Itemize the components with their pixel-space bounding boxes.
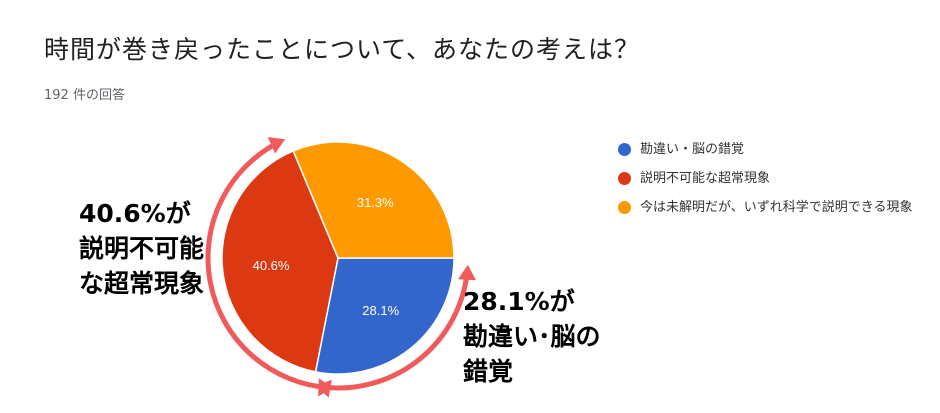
arrow-head-right-top — [458, 264, 477, 281]
legend-label: 説明不可能な超常現象 — [640, 171, 771, 186]
pie-slice-misperception — [314, 257, 455, 375]
legend-swatch-red — [618, 172, 631, 185]
callout-misperception: 28.1%が 勘違い･脳の 錯覚 — [463, 284, 623, 389]
arrow-head-right-bottom — [315, 379, 332, 398]
legend-item-misperception: 勘違い・脳の錯覚 — [618, 140, 918, 160]
response-count: 192 件の回答 — [44, 88, 125, 103]
arrow-head-left-top — [267, 137, 286, 154]
callout-line: 説明不可能 — [79, 234, 205, 263]
pie-slice-supernatural — [221, 149, 339, 373]
slice-label-misperception: 28.1% — [362, 303, 399, 318]
legend-item-supernatural: 説明不可能な超常現象 — [618, 169, 918, 189]
arrow-arc-left — [205, 138, 330, 391]
chart-title: 時間が巻き戻ったことについて、あなたの考えは？ — [44, 35, 641, 64]
callout-supernatural: 40.6%が 説明不可能 な超常現象 — [79, 196, 229, 301]
legend-label: 今は未解明だが、いずれ科学で説明できる現象 — [640, 200, 913, 215]
slice-label-unexplained: 31.3% — [357, 195, 394, 210]
callout-line: な超常現象 — [79, 269, 205, 298]
callout-line: 40.6%が — [79, 199, 191, 228]
legend-swatch-orange — [618, 201, 631, 214]
pie-slice-unexplained — [292, 141, 455, 259]
chart-legend: 勘違い・脳の錯覚 説明不可能な超常現象 今は未解明だが、いずれ科学で説明できる現… — [618, 140, 918, 227]
legend-label: 勘違い・脳の錯覚 — [640, 142, 745, 157]
callout-line: 勘違い･脳の — [463, 322, 601, 351]
legend-swatch-blue — [618, 143, 631, 156]
slice-label-supernatural: 40.6% — [253, 258, 290, 273]
arrow-arc-right — [324, 269, 470, 391]
callout-line: 28.1%が — [463, 287, 575, 316]
legend-item-unexplained-science: 今は未解明だが、いずれ科学で説明できる現象 — [618, 198, 918, 218]
callout-line: 錯覚 — [463, 357, 514, 386]
